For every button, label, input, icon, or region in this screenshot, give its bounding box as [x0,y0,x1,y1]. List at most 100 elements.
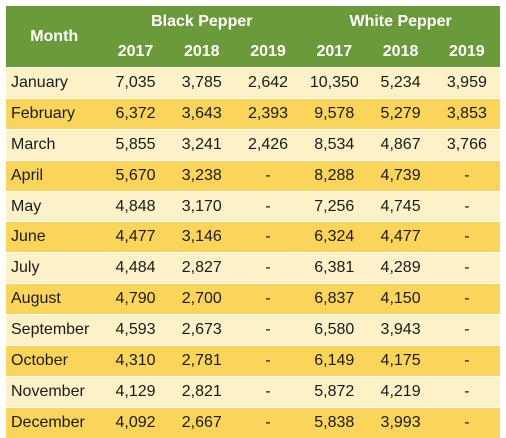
month-cell: December [6,406,103,438]
value-cell: 3,766 [433,128,500,161]
value-cell: 5,872 [301,375,368,408]
table-row: October 4,310 2,781-6,149 4,175- [6,345,500,377]
value-cell: 2,827 [168,252,235,284]
table-row: September 4,593 2,673-6,580 3,943- [6,314,500,346]
value-cell: 4,477 [367,221,434,253]
value-cell: - [433,345,500,377]
value-cell: 6,381 [301,252,368,284]
value-cell: 4,289 [367,252,434,284]
value-cell: 4,484 [102,252,169,284]
year-header: 2019 [433,37,500,68]
value-cell: 3,785 [168,67,235,99]
value-cell: - [234,314,302,346]
month-cell: June [6,221,103,253]
value-cell: 4,129 [102,375,169,408]
value-cell: - [234,406,302,438]
value-cell: 2,642 [234,67,302,99]
table-row: May 4,848 3,170-7,256 4,745- [6,190,500,222]
table-row: March 5,855 3,241 2,426 8,534 4,867 3,766 [6,128,500,161]
value-cell: 4,790 [102,283,169,315]
value-cell: - [234,190,302,222]
value-cell: 5,279 [367,97,434,130]
value-cell: 3,241 [168,128,235,161]
value-cell: 2,667 [168,406,235,438]
value-cell: 10,350 [301,67,368,99]
table-row: June 4,477 3,146-6,324 4,477- [6,221,500,253]
value-cell: 2,821 [168,375,235,408]
value-cell: 5,855 [102,128,169,161]
month-cell: July [6,252,103,284]
value-cell: - [234,159,302,192]
value-cell: 6,324 [301,221,368,253]
value-cell: - [234,345,302,377]
table-row: July 4,484 2,827-6,381 4,289- [6,252,500,284]
value-cell: 4,593 [102,314,169,346]
table-row: November 4,129 2,821-5,872 4,219- [6,375,500,408]
value-cell: 3,993 [367,406,434,438]
value-cell: 2,781 [168,345,235,377]
value-cell: - [433,221,500,253]
value-cell: 7,256 [301,190,368,222]
value-cell: 4,219 [367,375,434,408]
value-cell: 5,670 [102,159,169,192]
table-row: January 7,035 3,785 2,642 10,350 5,234 3,959 [6,67,500,99]
month-cell: March [6,128,103,161]
pepper-data-table: Month Black Pepper White Pepper 2017 201… [6,6,500,438]
month-cell: September [6,314,103,346]
month-cell: May [6,190,103,222]
pepper-table-container: Month Black Pepper White Pepper 2017 201… [6,6,500,438]
table-body: January 7,035 3,785 2,642 10,350 5,234 3,959 Fe… [6,67,500,438]
value-cell: 4,310 [102,345,169,377]
value-cell: 3,643 [168,97,235,130]
value-cell: 2,673 [168,314,235,346]
value-cell: - [234,375,302,408]
value-cell: 2,426 [234,128,302,161]
header-year-row: 2017 2018 2019 2017 2018 2019 [6,37,500,68]
value-cell: - [433,252,500,284]
value-cell: 2,700 [168,283,235,315]
table-row: December 4,092 2,667-5,838 3,993- [6,406,500,438]
value-cell: - [433,375,500,408]
value-cell: 6,580 [301,314,368,346]
value-cell: 5,234 [367,67,434,99]
table-header: Month Black Pepper White Pepper 2017 201… [6,6,500,68]
year-header: 2018 [367,37,434,68]
month-cell: April [6,159,103,192]
value-cell: 3,959 [433,67,500,99]
value-cell: 3,238 [168,159,235,192]
black-pepper-group-header: Black Pepper [102,6,302,37]
value-cell: 8,288 [301,159,368,192]
year-header: 2019 [234,37,302,68]
month-cell: November [6,375,103,408]
value-cell: 6,372 [102,97,169,130]
value-cell: - [234,252,302,284]
value-cell: - [433,159,500,192]
table-row: April 5,670 3,238-8,288 4,739- [6,159,500,192]
table-row: August 4,790 2,700-6,837 4,150- [6,283,500,315]
value-cell: 4,745 [367,190,434,222]
value-cell: - [433,283,500,315]
value-cell: 4,175 [367,345,434,377]
value-cell: 3,146 [168,221,235,253]
header-group-row: Month Black Pepper White Pepper [6,6,500,68]
year-header: 2017 [102,37,169,68]
value-cell: 4,867 [367,128,434,161]
value-cell: - [234,283,302,315]
value-cell: 7,035 [102,67,169,99]
month-cell: January [6,67,103,99]
month-cell: October [6,345,103,377]
month-cell: February [6,97,103,130]
value-cell: - [234,221,302,253]
value-cell: - [433,406,500,438]
table-row: February 6,372 3,643 2,393 9,578 5,279 3,853 [6,97,500,130]
year-header: 2018 [168,37,235,68]
value-cell: 6,837 [301,283,368,315]
month-column-header: Month [6,6,103,68]
value-cell: - [433,190,500,222]
value-cell: 3,943 [367,314,434,346]
value-cell: 5,838 [301,406,368,438]
value-cell: 4,848 [102,190,169,222]
value-cell: 6,149 [301,345,368,377]
value-cell: - [433,314,500,346]
value-cell: 2,393 [234,97,302,130]
